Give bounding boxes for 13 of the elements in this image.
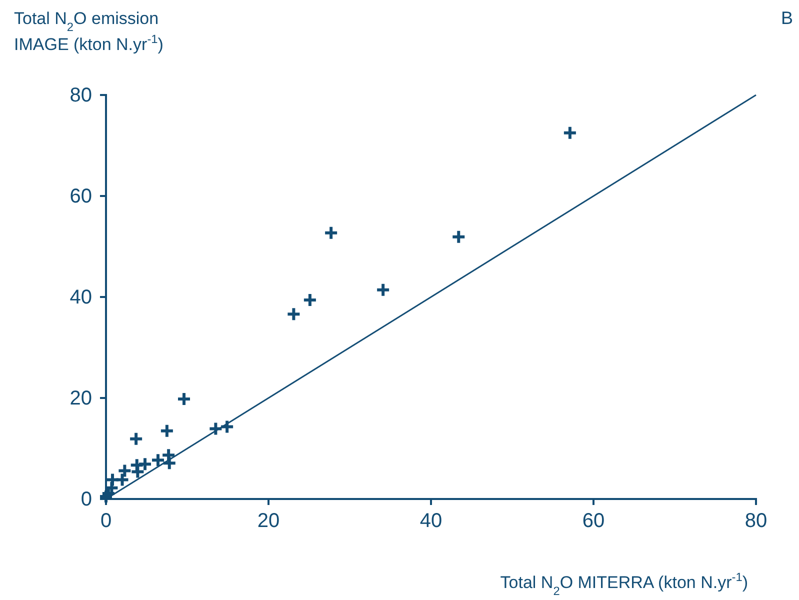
y-tick-label: 20 <box>70 387 92 410</box>
x-tick-label: 40 <box>420 510 442 532</box>
x-tick-label: 20 <box>257 510 280 532</box>
x-tick-label: 0 <box>100 510 112 532</box>
x-tick-label: 60 <box>582 510 605 532</box>
x-tick-label: 80 <box>744 510 768 532</box>
text: B <box>780 8 793 28</box>
y-tick-label: 80 <box>70 84 92 106</box>
y-tick-label: 60 <box>70 185 92 208</box>
y-tick-label: 40 <box>70 286 92 308</box>
x-axis-title: Total N$_{2}$O MITERRA (kton N.yr$^{-1}$) <box>500 570 748 598</box>
y-axis-title: Total N$_{2}$O emission IMAGE (kton N.yr$^{-1}$) <box>14 9 164 54</box>
y-tick-label: 0 <box>80 488 92 510</box>
